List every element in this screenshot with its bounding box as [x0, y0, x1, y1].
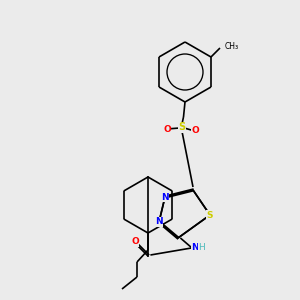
Text: O: O	[131, 238, 139, 247]
Text: N: N	[161, 193, 169, 202]
Text: CH₃: CH₃	[224, 42, 239, 51]
Text: S: S	[178, 122, 186, 133]
Text: H: H	[198, 244, 205, 253]
Text: O: O	[192, 126, 200, 135]
Text: N: N	[191, 244, 199, 253]
Text: S: S	[207, 211, 213, 220]
Text: N: N	[155, 218, 163, 226]
Text: O: O	[163, 124, 171, 134]
